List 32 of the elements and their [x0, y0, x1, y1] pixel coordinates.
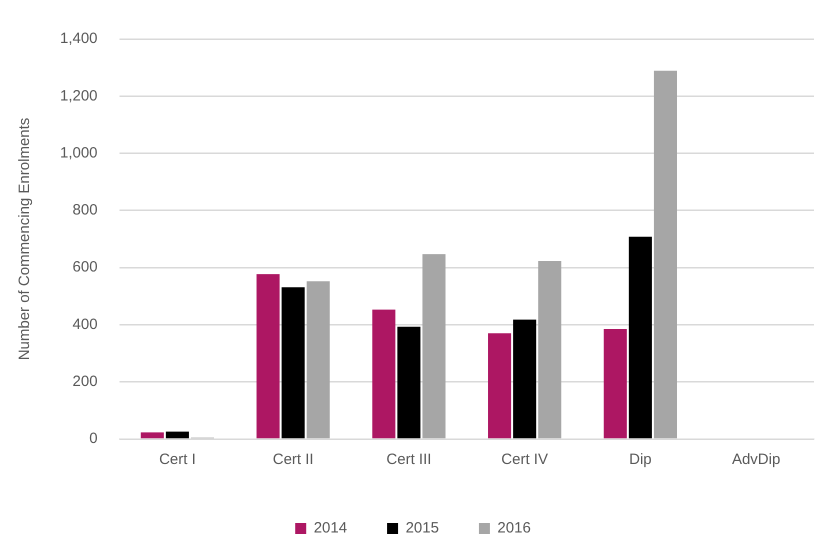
y-tick-label: 1,200	[60, 87, 98, 104]
y-tick-label: 800	[72, 202, 98, 219]
x-tick-label: AdvDip	[732, 451, 780, 468]
bar	[654, 70, 677, 438]
bar	[628, 236, 652, 438]
bar	[538, 261, 562, 438]
bar	[604, 329, 627, 438]
bar	[488, 333, 512, 438]
bar	[372, 310, 396, 438]
y-tick-label: 1,000	[60, 144, 98, 162]
bar	[422, 254, 446, 438]
bar	[397, 326, 420, 438]
x-tick-label: Cert I	[159, 451, 196, 468]
bar	[256, 274, 280, 438]
y-tick-label: 1,400	[60, 30, 98, 48]
bar	[513, 320, 536, 438]
y-tick-label: 600	[72, 258, 98, 276]
legend-label: 2016	[497, 520, 531, 537]
y-tick-label: 400	[72, 316, 98, 333]
y-tick-label: 0	[89, 430, 98, 448]
x-tick-label: Cert IV	[501, 451, 548, 468]
y-tick-label: 200	[72, 373, 98, 390]
legend-label: 2015	[406, 520, 439, 537]
x-tick-label: Cert II	[272, 451, 314, 468]
x-tick-label: Cert III	[386, 451, 432, 468]
bar	[140, 432, 164, 438]
bar	[166, 432, 189, 438]
y-axis-title: Number of Commencing Enrolments	[16, 118, 34, 360]
bar	[282, 287, 305, 438]
legend-label: 2014	[314, 520, 348, 537]
bar	[306, 281, 330, 438]
x-tick-label: Dip	[629, 451, 652, 468]
